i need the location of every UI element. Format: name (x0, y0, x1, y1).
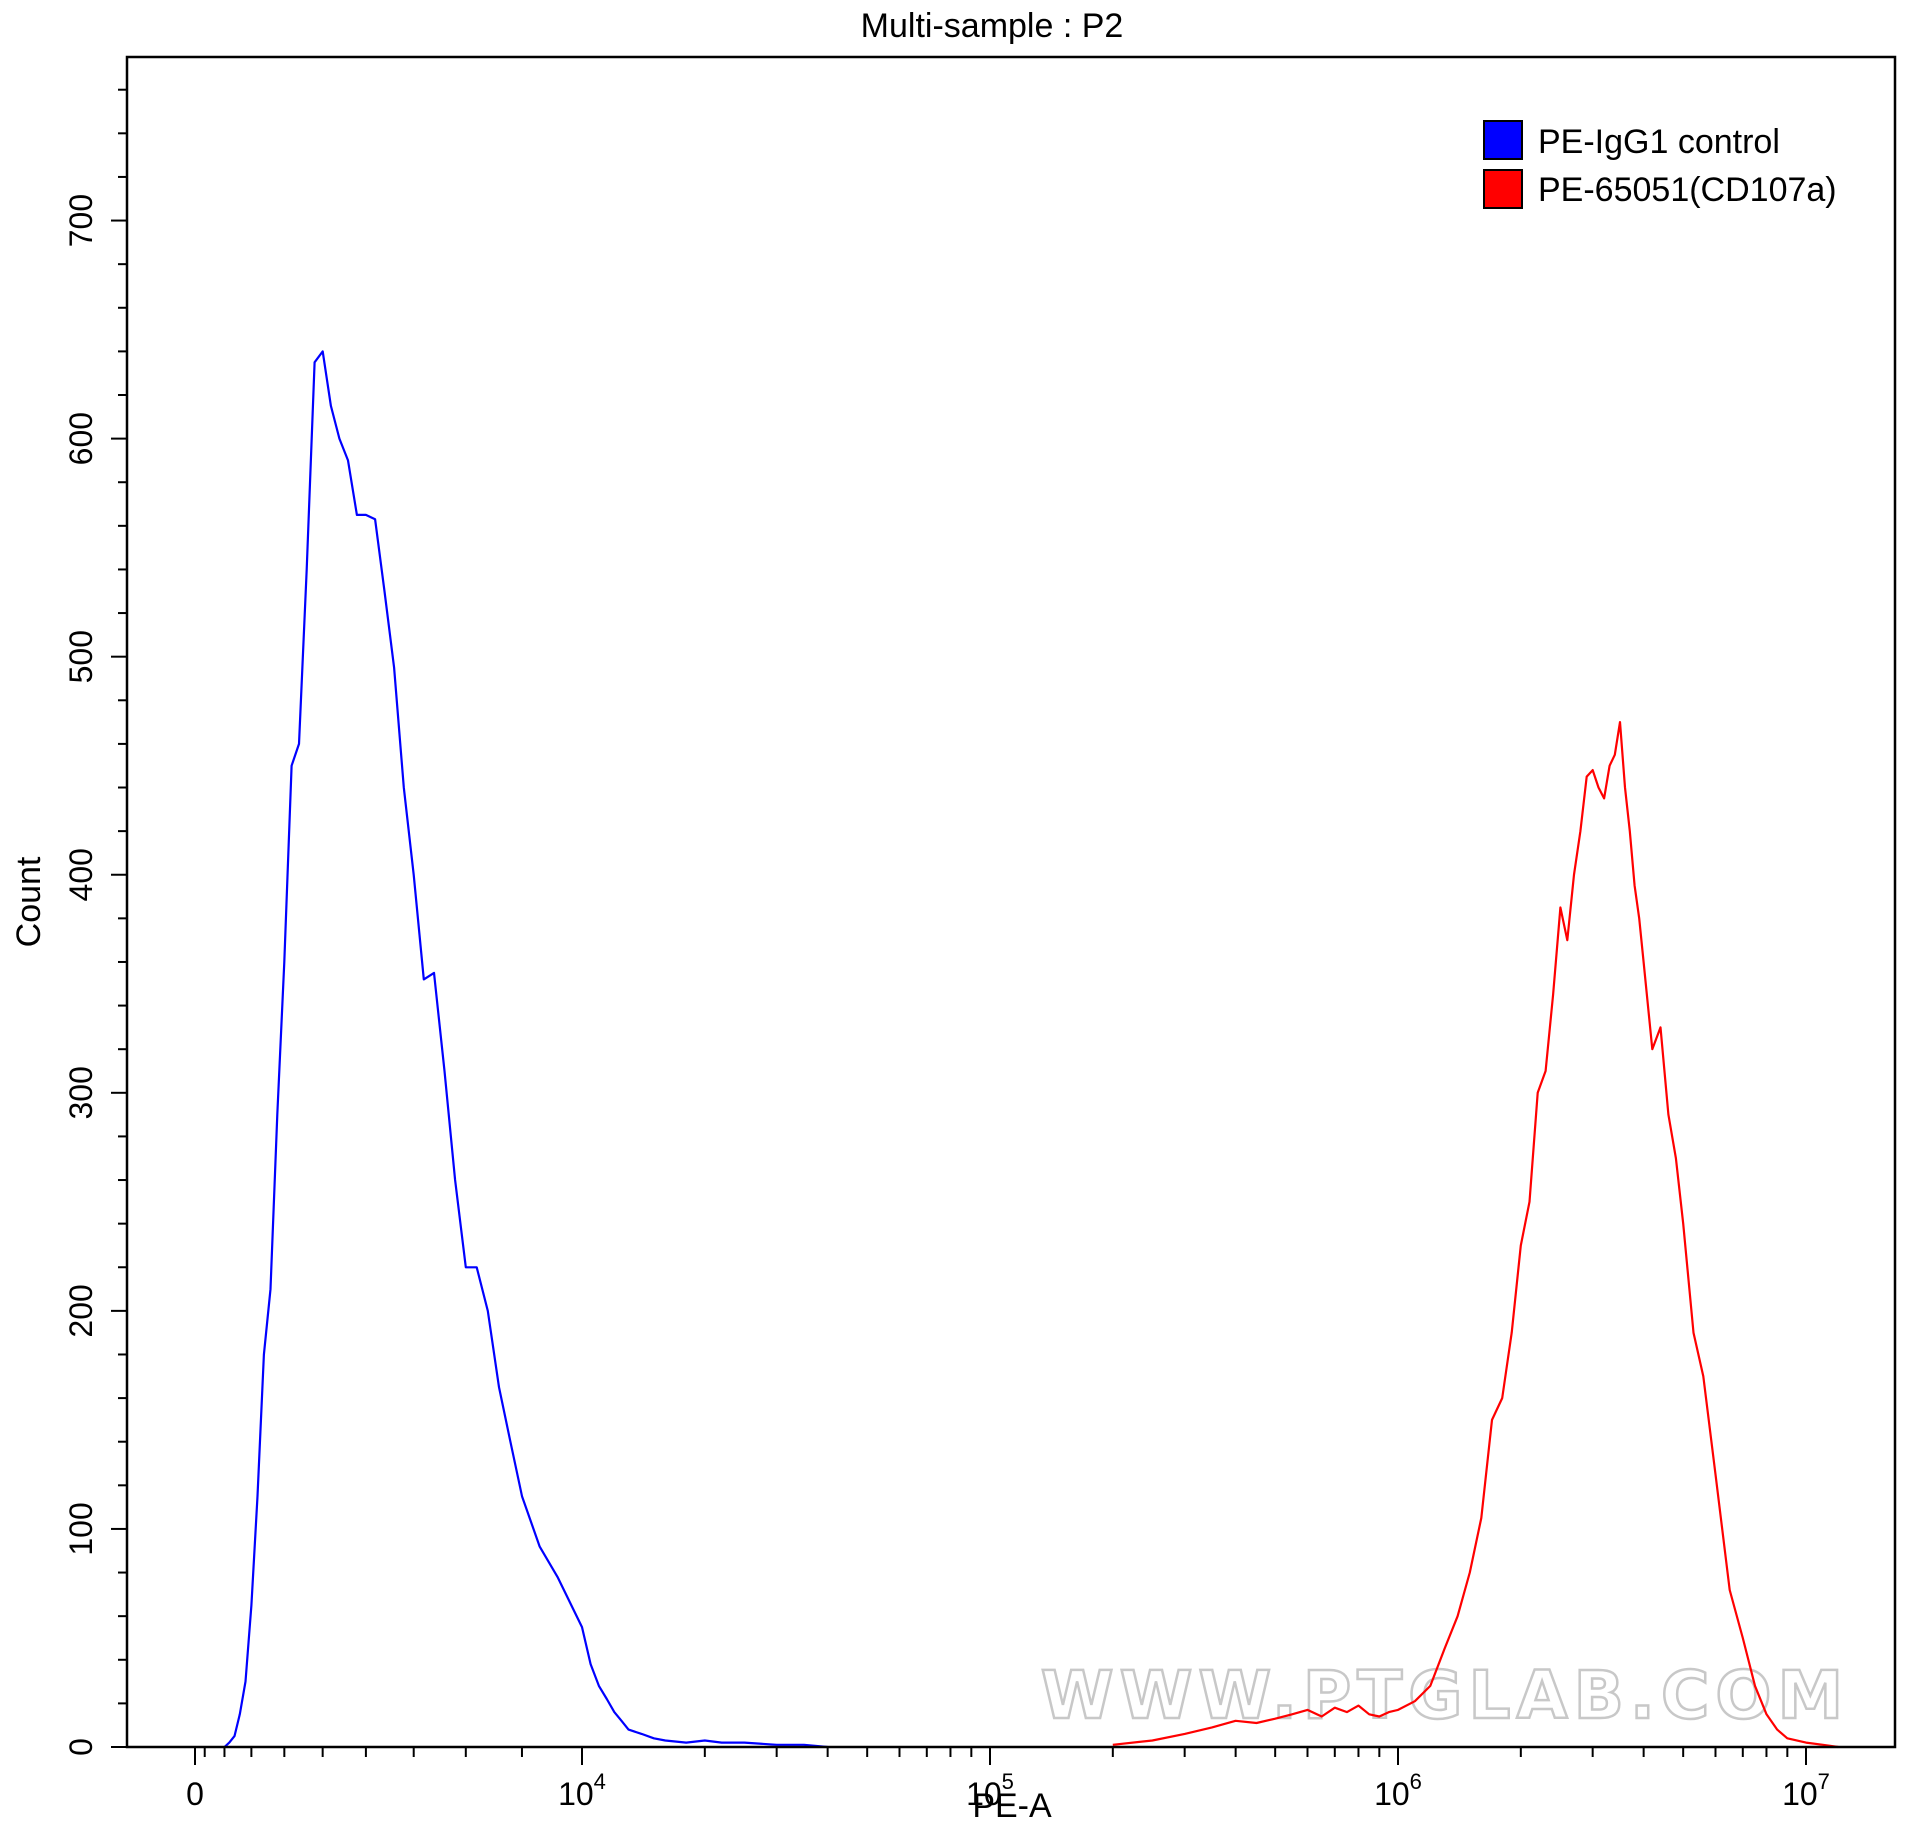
y-tick-label: 200 (63, 1284, 99, 1337)
legend: PE-IgG1 control PE-65051(CD107a) (1483, 120, 1837, 209)
y-tick-label: 400 (63, 848, 99, 901)
y-tick-label: 0 (63, 1738, 99, 1756)
watermark: WWW.PTGLAB.COM (1040, 1656, 1849, 1736)
legend-swatch-isotype (1483, 120, 1523, 160)
x-tick-label: 107 (1782, 1769, 1830, 1812)
series-line-cd107a (1112, 721, 1839, 1749)
x-axis: 0 104 105 106 107 (186, 1747, 1830, 1812)
y-tick-label: 100 (63, 1502, 99, 1555)
y-axis-label: Count (10, 856, 48, 947)
plot-area-frame (125, 55, 1897, 1749)
x-tick-label: 0 (186, 1776, 204, 1812)
series-line-isotype (223, 350, 828, 1749)
y-tick-label: 500 (63, 630, 99, 683)
watermark-text: WWW.PTGLAB.COM (1041, 1657, 1849, 1734)
legend-swatch-cd107a (1483, 169, 1523, 209)
y-tick-label: 700 (63, 194, 99, 247)
y-tick-label: 600 (63, 412, 99, 465)
y-tick-label: 300 (63, 1066, 99, 1119)
legend-label-cd107a: PE-65051(CD107a) (1538, 171, 1837, 209)
x-tick-label: 104 (558, 1769, 606, 1812)
x-axis-label: PE-A (972, 1787, 1052, 1825)
x-tick-label: 105 (966, 1769, 1014, 1812)
series-layer (223, 350, 1839, 1749)
y-axis: 0 100 200 300 400 500 600 700 (63, 88, 127, 1756)
x-tick-label: 106 (1374, 1769, 1422, 1812)
legend-label-isotype: PE-IgG1 control (1538, 123, 1780, 161)
chart-title: Multi-sample : P2 (861, 7, 1124, 45)
